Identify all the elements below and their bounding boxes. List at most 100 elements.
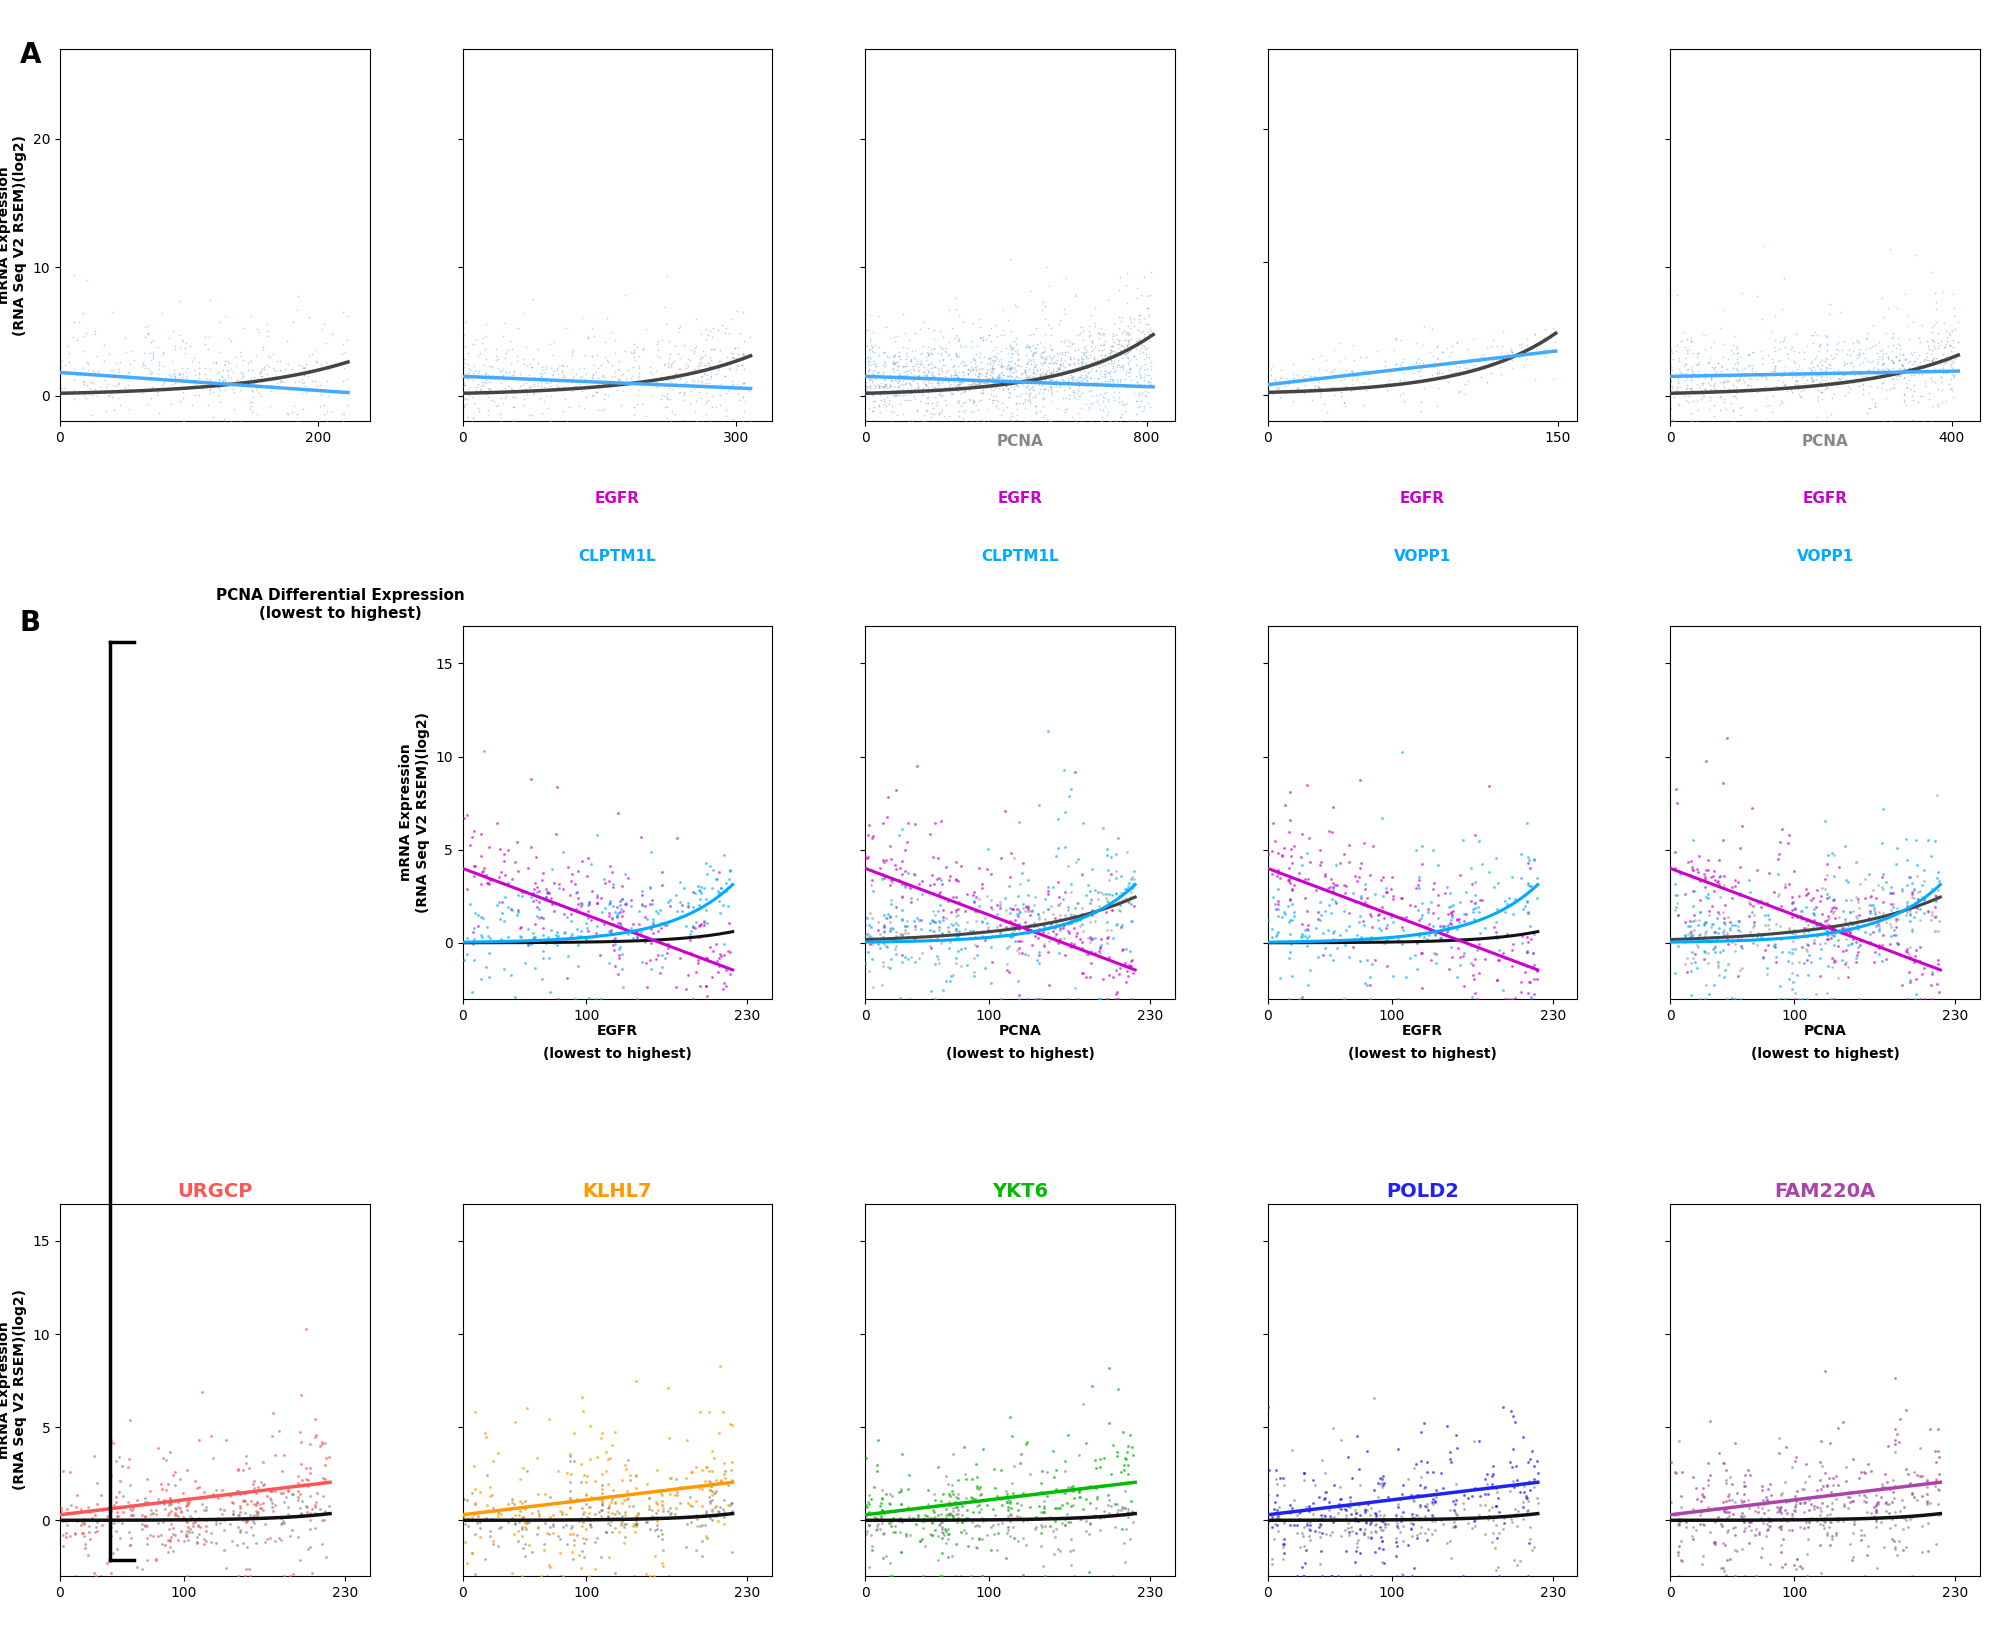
Point (654, 1466, 686, 1492)
Point (960, 884, 992, 910)
Point (1126, 398, 1158, 424)
Point (1700, 370, 1732, 396)
Point (648, 351, 680, 377)
Point (916, 362, 948, 388)
Point (102, 1445, 134, 1471)
Point (948, 398, 980, 424)
Point (596, 871, 628, 897)
Point (620, 1511, 652, 1537)
Point (1264, 375, 1296, 401)
Point (168, 385, 200, 411)
Point (890, 353, 922, 379)
Point (1494, 1450, 1526, 1476)
Point (504, 923, 536, 949)
Point (266, 367, 298, 393)
Point (1074, 964, 1106, 990)
Point (1344, 1502, 1376, 1527)
Point (696, 1482, 728, 1508)
Point (446, 375, 478, 401)
Point (1536, 315, 1568, 341)
Point (1934, 338, 1966, 364)
Point (642, 941, 674, 967)
Point (506, 1563, 538, 1589)
Point (1828, 834, 1860, 860)
Point (902, 372, 934, 398)
Point (140, 1500, 172, 1526)
Point (932, 297, 964, 323)
Point (1368, 1511, 1400, 1537)
Point (1776, 920, 1808, 946)
Point (1880, 344, 1912, 370)
Point (1360, 1511, 1392, 1537)
Point (1922, 375, 1954, 401)
Point (1486, 340, 1518, 366)
Point (1058, 385, 1090, 411)
Point (470, 1462, 502, 1488)
Point (1818, 358, 1850, 384)
Point (1662, 1532, 1694, 1558)
Point (1100, 881, 1132, 907)
Point (1016, 367, 1048, 393)
Point (722, 344, 754, 370)
Point (1904, 325, 1936, 351)
Point (1320, 889, 1352, 915)
Point (1800, 912, 1832, 938)
Point (1126, 353, 1158, 379)
Point (998, 372, 1030, 398)
Point (462, 1503, 494, 1529)
Point (1084, 1516, 1116, 1542)
Point (1266, 929, 1298, 955)
Point (904, 317, 936, 343)
Point (66, 1521, 98, 1547)
Point (1896, 408, 1928, 434)
Point (1710, 920, 1742, 946)
Point (982, 364, 1014, 390)
Point (94, 1514, 126, 1540)
Point (1672, 327, 1704, 353)
Point (1018, 359, 1050, 385)
Point (1504, 840, 1536, 866)
Point (852, 1493, 884, 1519)
Point (1904, 343, 1936, 369)
Point (996, 336, 1028, 362)
Point (264, 1479, 296, 1505)
Point (854, 913, 886, 939)
Point (1336, 362, 1368, 388)
Point (1910, 1469, 1942, 1495)
Point (1692, 856, 1724, 882)
Point (924, 382, 956, 408)
Point (1776, 889, 1808, 915)
Point (82, 1510, 114, 1536)
Point (1292, 933, 1324, 959)
Point (886, 921, 918, 947)
Point (922, 946, 954, 972)
Point (1464, 353, 1496, 379)
Point (1458, 353, 1490, 379)
Point (254, 379, 286, 405)
Point (1670, 923, 1702, 949)
Point (922, 897, 954, 923)
Point (1386, 915, 1418, 941)
Point (1874, 1500, 1906, 1526)
Point (1306, 850, 1338, 876)
Point (1656, 335, 1688, 361)
Point (858, 351, 890, 377)
Point (46, 1498, 78, 1524)
Point (196, 1529, 228, 1555)
Point (618, 332, 650, 358)
Point (1888, 387, 1920, 413)
Point (1040, 1458, 1072, 1484)
Point (1664, 858, 1696, 884)
Point (1006, 370, 1038, 396)
Point (182, 1476, 214, 1502)
Point (1396, 1487, 1428, 1513)
Point (1888, 382, 1920, 408)
Point (908, 1534, 940, 1560)
Point (94, 1461, 126, 1487)
Point (1834, 1531, 1866, 1557)
Point (1006, 891, 1038, 916)
Point (492, 1508, 524, 1534)
Point (568, 366, 600, 392)
Point (1282, 1519, 1314, 1545)
Point (470, 369, 502, 395)
